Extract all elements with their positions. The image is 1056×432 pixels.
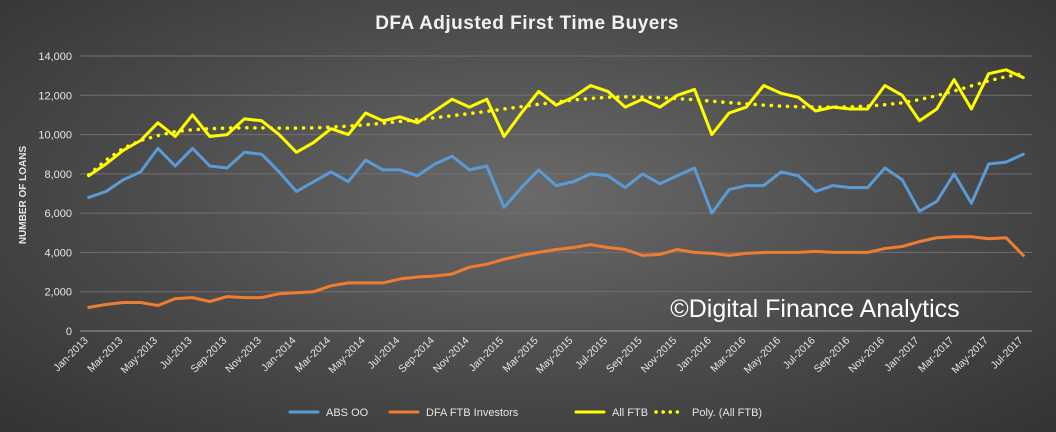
x-tick-label: Sep-2013 — [189, 335, 230, 376]
y-axis-ticks: 0 2,000 4,000 6,000 8,000 10,000 12,000 14,000 — [38, 51, 72, 338]
y-tick-label: 4,000 — [44, 247, 72, 259]
x-tick-label: May-2014 — [326, 335, 368, 377]
x-tick-label: May-2017 — [949, 335, 991, 377]
y-tick-label: 14,000 — [38, 51, 72, 63]
watermark-text: ©Digital Finance Analytics — [670, 295, 959, 323]
legend: ABS OO DFA FTB Investors All FTB Poly. (All… — [290, 407, 762, 419]
chart-container: DFA Adjusted First Time Buyers NUMBER OF… — [0, 0, 1056, 432]
legend-label-3: Poly. (All FTB) — [692, 407, 762, 419]
y-tick-label: 6,000 — [44, 208, 72, 220]
legend-label-0: ABS OO — [326, 407, 369, 419]
y-tick-label: 12,000 — [38, 90, 72, 102]
x-tick-label: Nov-2013 — [223, 335, 264, 376]
x-tick-label: Nov-2014 — [431, 335, 472, 376]
series-line-2 — [89, 70, 1024, 176]
x-tick-label: Jul-2017 — [988, 335, 1025, 372]
gridlines — [80, 56, 1032, 331]
series-lines — [89, 70, 1024, 308]
x-tick-label: Nov-2015 — [639, 335, 680, 376]
legend-label-1: DFA FTB Investors — [426, 407, 519, 419]
y-tick-label: 8,000 — [44, 169, 72, 181]
y-tick-label: 2,000 — [44, 287, 72, 299]
x-tick-label: May-2013 — [119, 335, 161, 377]
line-chart: DFA Adjusted First Time Buyers NUMBER OF… — [0, 0, 1056, 432]
y-tick-label: 0 — [66, 326, 72, 338]
x-tick-label: Jan-2015 — [467, 335, 507, 375]
x-tick-label: May-2015 — [534, 335, 576, 377]
x-tick-label: Jan-2017 — [882, 335, 922, 375]
x-tick-label: Sep-2014 — [396, 335, 437, 376]
series-line-0 — [89, 148, 1024, 213]
x-tick-label: Jan-2014 — [259, 335, 299, 375]
x-axis-ticks: Jan-2013Mar-2013May-2013Jul-2013Sep-2013… — [51, 335, 1025, 377]
x-tick-label: Sep-2015 — [604, 335, 645, 376]
x-tick-label: Jan-2016 — [674, 335, 714, 375]
x-tick-label: Nov-2016 — [846, 335, 887, 376]
chart-title: DFA Adjusted First Time Buyers — [375, 13, 679, 34]
y-axis-label: NUMBER OF LOANS — [18, 146, 29, 245]
y-tick-label: 10,000 — [38, 130, 72, 142]
x-tick-label: May-2016 — [742, 335, 784, 377]
x-tick-label: Jan-2013 — [51, 335, 91, 375]
x-tick-label: Sep-2016 — [812, 335, 853, 376]
legend-label-2: All FTB — [612, 407, 648, 419]
